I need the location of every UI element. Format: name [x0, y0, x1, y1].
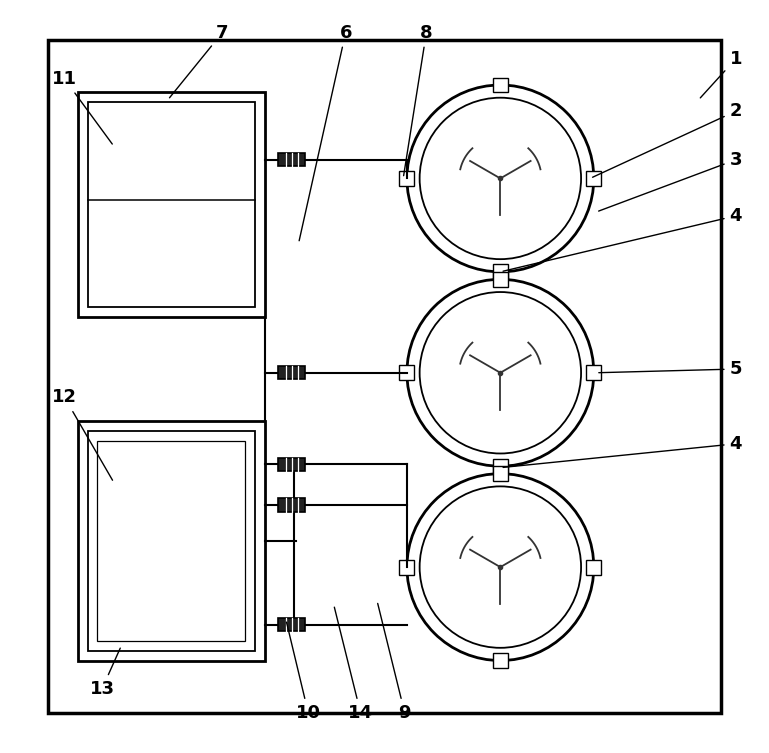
Bar [493, 459, 508, 474]
Circle shape [420, 98, 581, 259]
Bar [586, 365, 601, 380]
Bar [278, 618, 305, 631]
Text: 9: 9 [378, 603, 411, 722]
Bar [493, 466, 508, 481]
Bar [586, 171, 601, 186]
Circle shape [420, 486, 581, 648]
Bar [88, 102, 255, 307]
Text: 12: 12 [52, 389, 112, 480]
Bar [493, 653, 508, 668]
Text: 3: 3 [598, 151, 742, 211]
Bar [278, 153, 305, 166]
Text: 1: 1 [701, 50, 742, 98]
Bar [493, 272, 508, 287]
Bar [88, 431, 255, 651]
Bar [399, 171, 414, 186]
Bar [98, 441, 245, 641]
Text: 2: 2 [593, 102, 742, 177]
Bar [399, 365, 414, 380]
Text: 4: 4 [503, 434, 742, 468]
Text: 8: 8 [404, 23, 433, 175]
Circle shape [407, 474, 594, 660]
Bar [78, 422, 265, 660]
Bar [493, 78, 508, 93]
Bar [586, 559, 601, 575]
Circle shape [407, 279, 594, 466]
Bar [278, 458, 305, 471]
Text: 4: 4 [503, 207, 742, 271]
Bar [399, 559, 414, 575]
Bar [78, 93, 265, 317]
Bar [278, 366, 305, 380]
Circle shape [420, 292, 581, 453]
Text: 13: 13 [89, 648, 120, 698]
Bar [278, 498, 305, 512]
Text: 5: 5 [599, 360, 742, 378]
Circle shape [407, 85, 594, 272]
Bar [493, 264, 508, 279]
Text: 14: 14 [335, 607, 373, 722]
Text: 11: 11 [52, 70, 112, 144]
Text: 6: 6 [299, 23, 352, 241]
Text: 7: 7 [169, 23, 228, 98]
Text: 10: 10 [287, 622, 321, 722]
